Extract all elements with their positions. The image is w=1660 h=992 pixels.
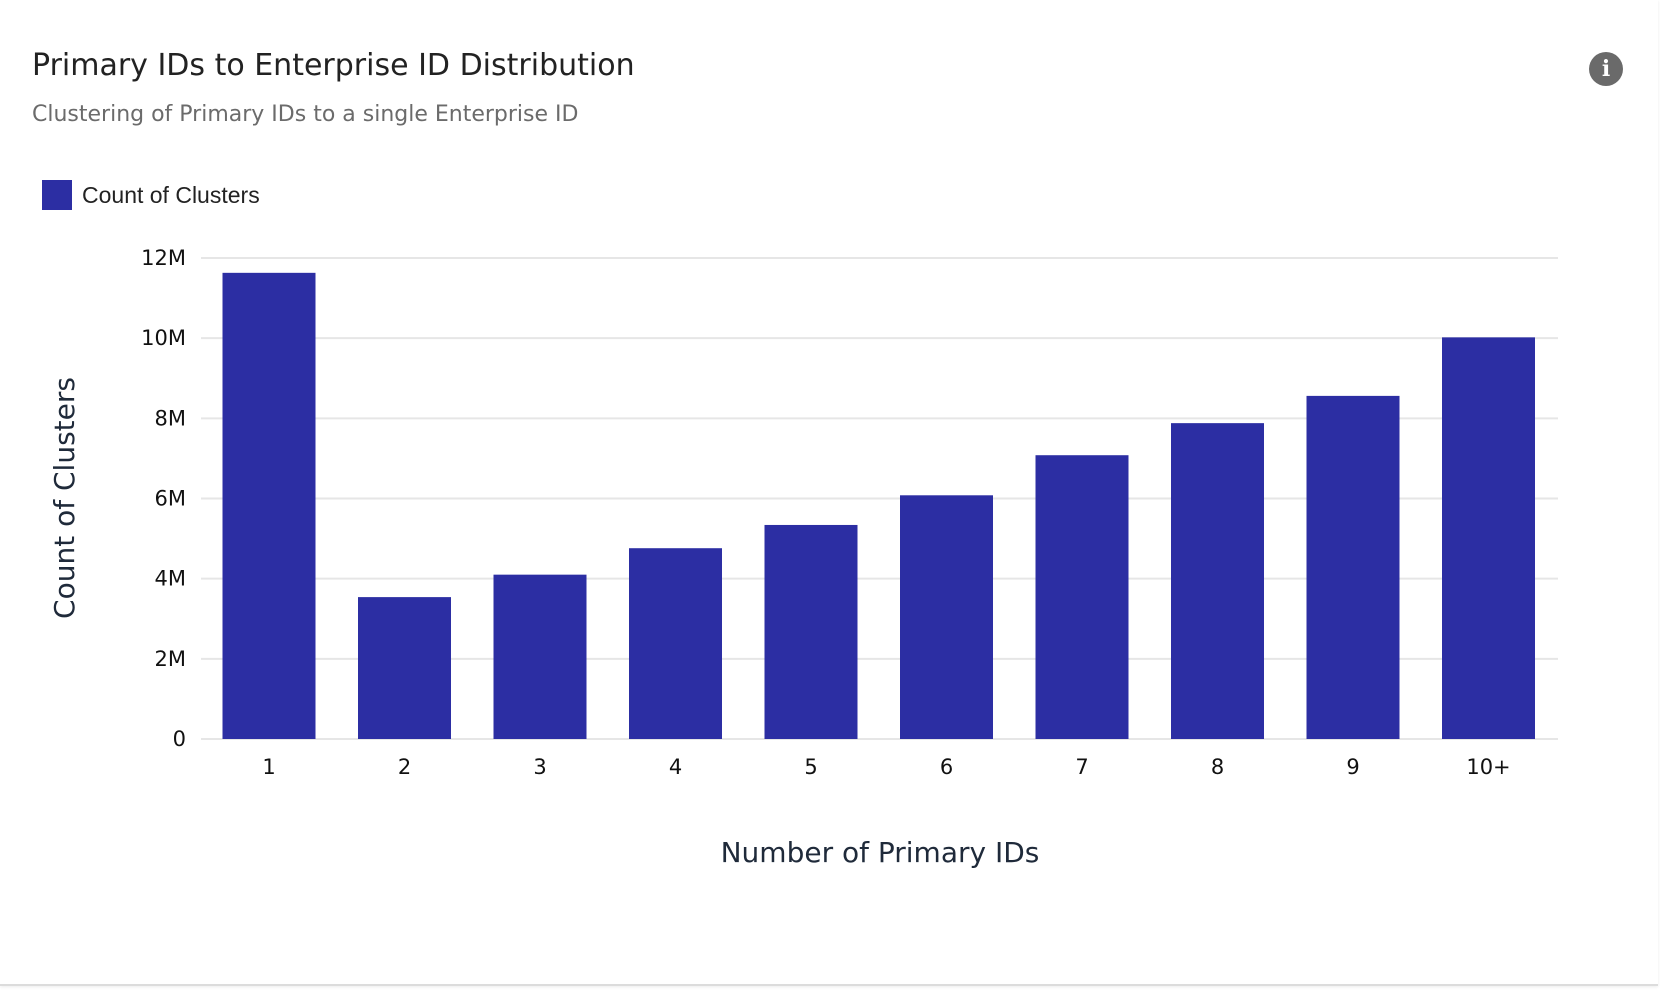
x-tick-label: 9: [1346, 755, 1359, 779]
bar-2[interactable]: [358, 597, 451, 739]
chart-title: Primary IDs to Enterprise ID Distributio…: [32, 48, 635, 83]
x-tick-label: 1: [262, 755, 275, 779]
bar-3[interactable]: [493, 574, 587, 739]
y-tick-label: 8M: [155, 406, 186, 430]
chart-subtitle: Clustering of Primary IDs to a single En…: [32, 102, 579, 127]
legend-label: Count of Clusters: [82, 181, 260, 208]
x-tick-label: 7: [1075, 755, 1088, 779]
y-tick-label: 12M: [141, 246, 186, 270]
bar-4[interactable]: [629, 548, 722, 739]
bar-8[interactable]: [1171, 423, 1264, 739]
bar-7[interactable]: [1035, 455, 1129, 739]
x-tick-label: 2: [398, 755, 411, 779]
x-axis-label: Number of Primary IDs: [721, 836, 1040, 869]
x-tick-label: 8: [1211, 755, 1224, 779]
legend[interactable]: Count of Clusters: [42, 180, 260, 210]
y-tick-label: 10M: [141, 326, 186, 350]
y-tick-label: 0: [173, 727, 186, 751]
bar-10+[interactable]: [1442, 337, 1535, 739]
x-tick-label: 4: [669, 755, 682, 779]
x-tick-label: 10+: [1466, 755, 1510, 779]
y-axis-label: Count of Clusters: [48, 377, 81, 619]
bar-9[interactable]: [1306, 395, 1400, 739]
x-tick-label: 3: [533, 755, 546, 779]
x-tick-label: 5: [804, 755, 817, 779]
y-tick-label: 6M: [155, 487, 186, 511]
bar-5[interactable]: [764, 524, 858, 739]
y-tick-label: 2M: [155, 647, 186, 671]
x-tick-label: 6: [940, 755, 953, 779]
legend-swatch: [42, 180, 72, 210]
info-icon[interactable]: i: [1589, 52, 1623, 86]
bar-6[interactable]: [900, 495, 993, 739]
bar-1[interactable]: [222, 272, 316, 739]
y-tick-label: 4M: [155, 567, 186, 591]
